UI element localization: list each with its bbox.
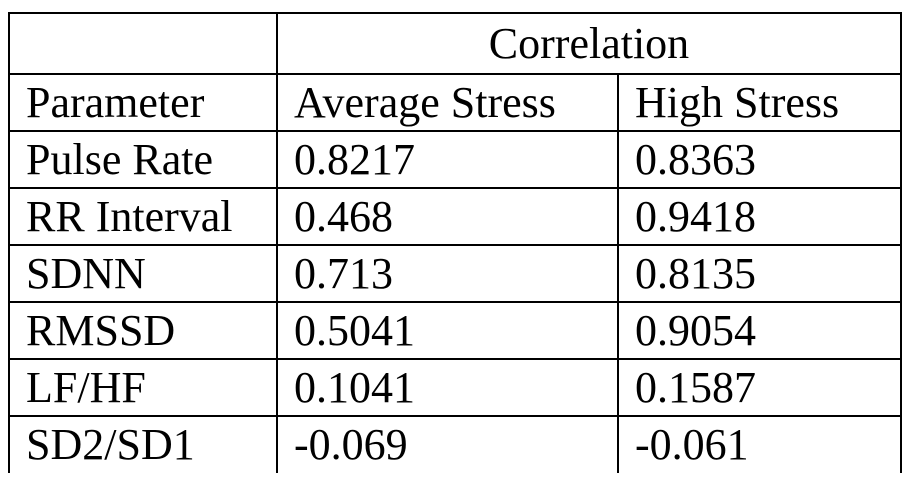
table-row: SDNN 0.713 0.8135 <box>8 244 902 303</box>
row-label: RMSSD <box>8 301 278 360</box>
cell-value: 0.5041 <box>276 301 619 360</box>
column-header-row: Parameter Average Stress High Stress <box>8 73 902 132</box>
group-header-row: Correlation <box>8 12 902 75</box>
cell-value: 0.8217 <box>276 130 619 189</box>
column-header: Average Stress <box>276 73 619 132</box>
table-row: RR Interval 0.468 0.9418 <box>8 187 902 246</box>
cell-value: 0.8135 <box>617 244 902 303</box>
row-label: Pulse Rate <box>8 130 278 189</box>
column-header: Parameter <box>8 73 278 132</box>
cell-value: 0.8363 <box>617 130 902 189</box>
cell-value: -0.061 <box>617 415 902 473</box>
row-label: LF/HF <box>8 358 278 417</box>
correlation-table: Correlation Parameter Average Stress High … <box>8 12 902 473</box>
empty-cell <box>8 12 278 75</box>
group-header: Correlation <box>276 12 902 75</box>
row-label: RR Interval <box>8 187 278 246</box>
cell-value: 0.9054 <box>617 301 902 360</box>
cell-value: 0.9418 <box>617 187 902 246</box>
cell-value: 0.713 <box>276 244 619 303</box>
cell-value: 0.1587 <box>617 358 902 417</box>
row-label: SDNN <box>8 244 278 303</box>
table-row: LF/HF 0.1041 0.1587 <box>8 358 902 417</box>
cell-value: -0.069 <box>276 415 619 473</box>
row-label: SD2/SD1 <box>8 415 278 473</box>
table-row: RMSSD 0.5041 0.9054 <box>8 301 902 360</box>
cell-value: 0.1041 <box>276 358 619 417</box>
cell-value: 0.468 <box>276 187 619 246</box>
column-header: High Stress <box>617 73 902 132</box>
table-row: Pulse Rate 0.8217 0.8363 <box>8 130 902 189</box>
table-body: Correlation Parameter Average Stress High … <box>8 12 902 473</box>
table-row: SD2/SD1 -0.069 -0.061 <box>8 415 902 473</box>
